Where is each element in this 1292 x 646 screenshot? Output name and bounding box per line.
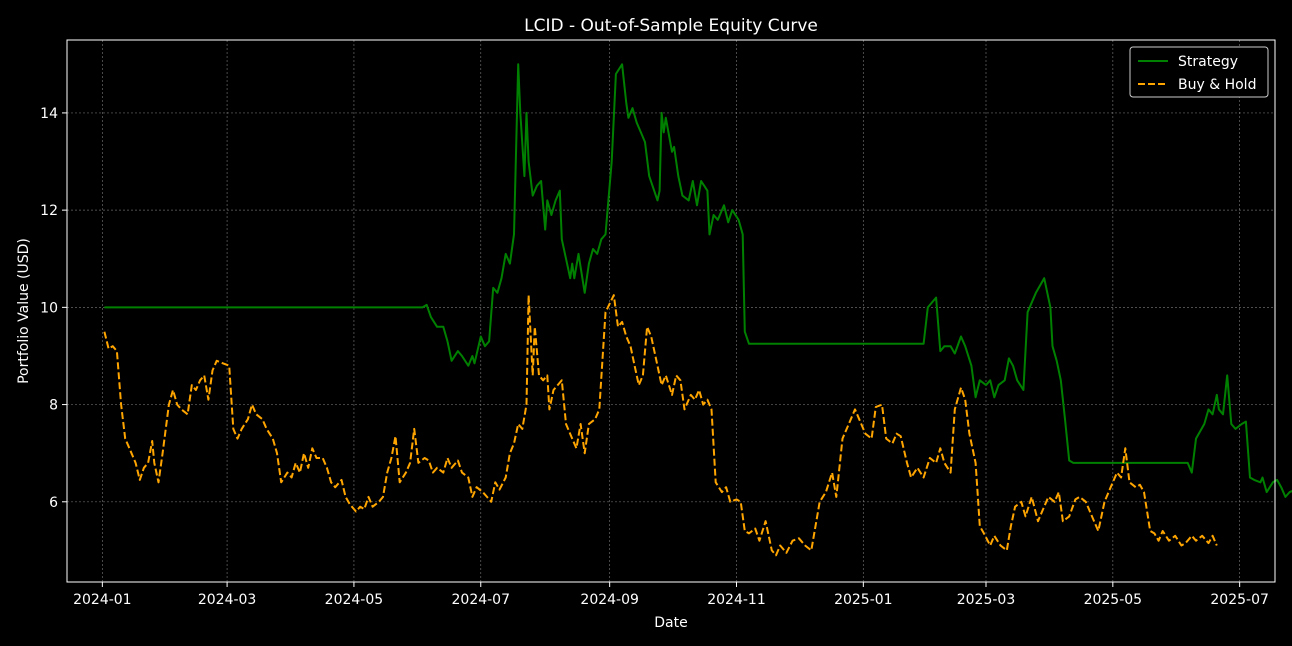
- legend-label-buy-hold: Buy & Hold: [1178, 77, 1256, 93]
- x-tick-label: 2024-09: [580, 592, 639, 608]
- legend-label-strategy: Strategy: [1178, 54, 1238, 70]
- x-tick-label: 2025-05: [1084, 592, 1143, 608]
- plot-area: [103, 63, 1292, 557]
- x-tick-label: 2024-05: [325, 592, 384, 608]
- y-tick-label: 12: [40, 203, 58, 219]
- axes-frame: [66, 39, 1276, 583]
- series-line-strategy: [104, 63, 1292, 498]
- y-tick-label: 10: [40, 300, 58, 316]
- x-tick-label: 2025-01: [834, 592, 893, 608]
- y-tick-label: 8: [49, 398, 58, 414]
- series-line-buy-hold: [103, 294, 1218, 557]
- x-tick-label: 2024-01: [73, 592, 132, 608]
- x-axis-label: Date: [654, 615, 687, 631]
- x-tick-label: 2024-03: [198, 592, 257, 608]
- y-axis-ticks: 6 8 10 12 14: [40, 106, 67, 511]
- y-axis-label: Portfolio Value (USD): [16, 238, 32, 384]
- x-tick-label: 2025-03: [957, 592, 1016, 608]
- y-tick-label: 6: [49, 495, 58, 511]
- x-tick-label: 2024-07: [452, 592, 511, 608]
- chart-title: LCID - Out-of-Sample Equity Curve: [524, 16, 818, 36]
- y-tick-label: 14: [40, 106, 58, 122]
- x-axis-ticks: 2024-01 2024-03 2024-05 2024-07 2024-09 2024-…: [73, 582, 1269, 608]
- x-tick-label: 2025-07: [1210, 592, 1269, 608]
- legend: Strategy Buy & Hold: [1129, 46, 1269, 98]
- x-tick-label: 2024-11: [707, 592, 766, 608]
